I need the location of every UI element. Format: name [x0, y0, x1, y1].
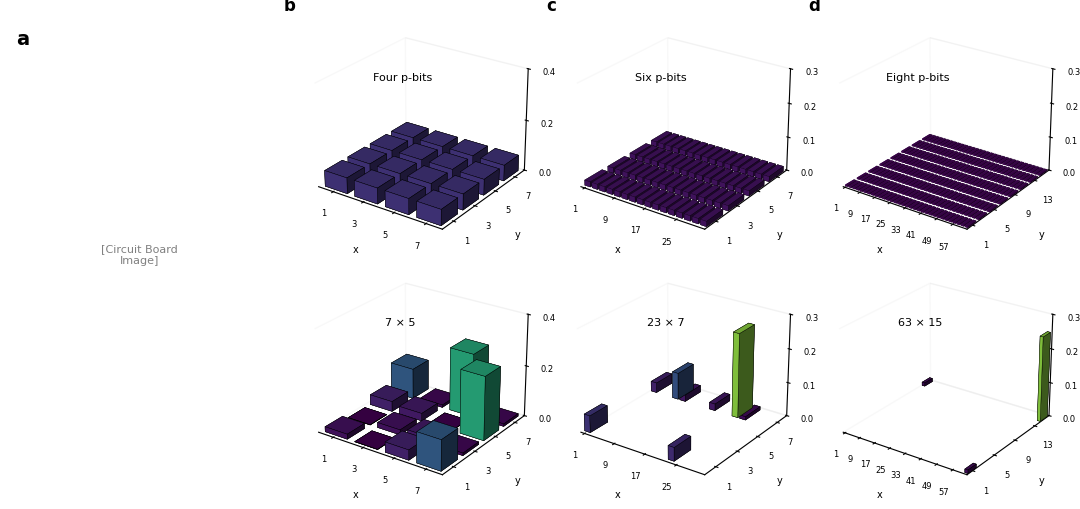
X-axis label: x: x: [352, 489, 359, 499]
Y-axis label: y: y: [777, 230, 782, 240]
Text: a: a: [16, 30, 29, 48]
Y-axis label: y: y: [514, 230, 519, 240]
Y-axis label: y: y: [777, 475, 782, 485]
Text: b: b: [284, 0, 296, 15]
Text: 63 × 15: 63 × 15: [897, 318, 942, 328]
X-axis label: x: x: [877, 244, 883, 254]
Text: c: c: [546, 0, 556, 15]
X-axis label: x: x: [352, 244, 359, 254]
Y-axis label: y: y: [1039, 475, 1044, 485]
Text: d: d: [809, 0, 821, 15]
Text: 7 × 5: 7 × 5: [384, 318, 415, 328]
Text: 23 × 7: 23 × 7: [647, 318, 685, 328]
Text: Six p-bits: Six p-bits: [635, 73, 687, 82]
Y-axis label: y: y: [1039, 230, 1044, 240]
Y-axis label: y: y: [514, 475, 519, 485]
X-axis label: x: x: [615, 244, 621, 254]
X-axis label: x: x: [877, 489, 883, 499]
Text: [Circuit Board
Image]: [Circuit Board Image]: [102, 244, 178, 265]
Text: Eight p-bits: Eight p-bits: [886, 73, 949, 82]
X-axis label: x: x: [615, 489, 621, 499]
Text: Four p-bits: Four p-bits: [373, 73, 432, 82]
